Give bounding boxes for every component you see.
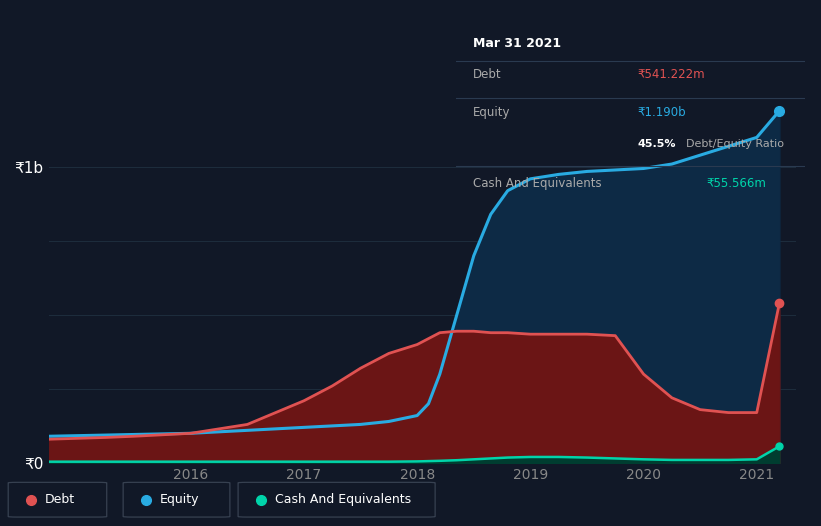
Text: ₹55.566m: ₹55.566m: [707, 177, 767, 190]
Text: Cash And Equivalents: Cash And Equivalents: [275, 493, 411, 506]
Text: Debt/Equity Ratio: Debt/Equity Ratio: [686, 139, 784, 149]
Text: Debt: Debt: [473, 68, 502, 82]
Text: 45.5%: 45.5%: [637, 139, 676, 149]
Text: Cash And Equivalents: Cash And Equivalents: [473, 177, 602, 190]
Text: ₹1.190b: ₹1.190b: [637, 106, 686, 119]
Text: Equity: Equity: [160, 493, 200, 506]
FancyBboxPatch shape: [8, 482, 107, 517]
Text: Debt: Debt: [45, 493, 76, 506]
Text: ₹541.222m: ₹541.222m: [637, 68, 704, 82]
Text: Equity: Equity: [473, 106, 511, 119]
Text: Mar 31 2021: Mar 31 2021: [473, 37, 562, 50]
FancyBboxPatch shape: [123, 482, 230, 517]
FancyBboxPatch shape: [238, 482, 435, 517]
